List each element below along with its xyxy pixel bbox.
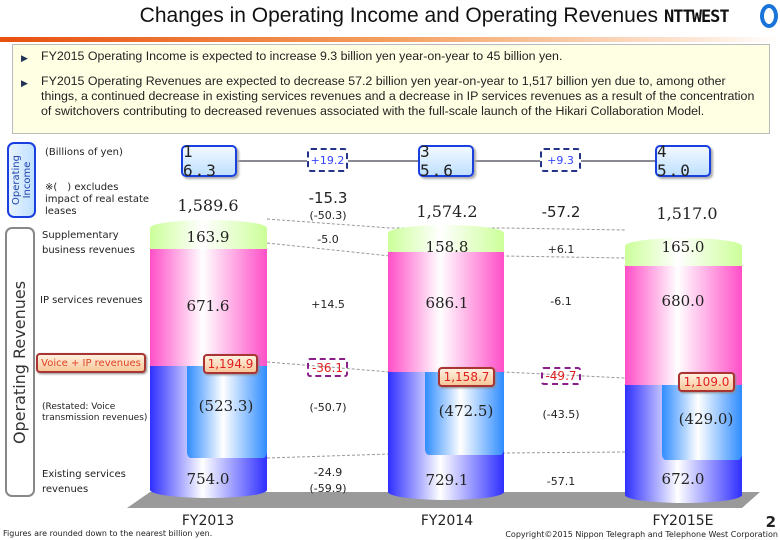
- x-tick-label: FY2013: [181, 513, 235, 529]
- change-total: -57.2: [541, 203, 581, 221]
- voice-label-value: (472.5): [438, 402, 494, 420]
- voice-ip-label: Voice + IP revenues: [36, 353, 146, 373]
- data-label: 165.0: [661, 238, 705, 256]
- operating-revenues-label: Operating Revenues: [5, 227, 35, 497]
- bullet-icon: ▶: [21, 78, 28, 88]
- title-divider: [0, 37, 780, 42]
- change-supplementary: +6.1: [547, 243, 575, 256]
- copyright: Copyright©2015 Nippon Telegraph and Tele…: [505, 530, 778, 539]
- data-label: 163.9: [186, 228, 230, 246]
- bar-supplementary: [625, 237, 742, 267]
- data-label: 158.8: [425, 238, 469, 256]
- data-label: 686.1: [425, 294, 469, 312]
- bar-voice: [662, 385, 742, 461]
- data-label: 680.0: [661, 292, 705, 310]
- change-total: -15.3: [308, 189, 348, 207]
- lease-note: ※( ) excludes impact of real estate leas…: [45, 182, 150, 217]
- change-existing: -57.1: [546, 475, 576, 488]
- change-existing-excl: (-59.9): [309, 482, 347, 495]
- chart-floor: [127, 492, 760, 508]
- page-number: 2: [765, 513, 776, 531]
- operating-income-label: Operating Income: [7, 142, 36, 218]
- page-title: Changes in Operating Income and Operatin…: [139, 4, 658, 27]
- voice-label-value: (429.0): [678, 410, 734, 428]
- voice-ip-value: 1,194.9: [203, 354, 258, 374]
- total-label: 1,589.6: [177, 196, 239, 215]
- voice-label: (Restated: Voice transmission revenues): [42, 402, 148, 423]
- data-label: 671.6: [186, 297, 230, 315]
- bullet-text: FY2015 Operating Revenues are expected t…: [41, 74, 755, 118]
- change-voice-ip: -49.7: [541, 367, 581, 385]
- bullet-icon: ▶: [21, 53, 28, 63]
- voice-ip-value: 1,158.7: [438, 367, 495, 387]
- change-voice: (-43.5): [542, 408, 580, 421]
- unit-label: (Billions of yen): [45, 147, 123, 158]
- change-ip: -6.1: [550, 295, 572, 308]
- data-label: 754.0: [186, 470, 230, 488]
- income-fy2014: 3 5.6: [418, 142, 474, 180]
- total-label: 1,517.0: [656, 204, 718, 223]
- summary-bullet: ▶ FY2015 Operating Income is expected to …: [21, 49, 761, 66]
- income-change-2: +9.3: [540, 148, 581, 172]
- total-label: 1,574.2: [416, 202, 478, 221]
- x-tick-label: FY2014: [420, 513, 474, 529]
- supplementary-label: Supplementary business revenues: [42, 230, 135, 256]
- bar-ip: [388, 252, 504, 373]
- ntt-west-logo: NTTWEST: [664, 7, 730, 27]
- bar-voice: [187, 366, 267, 458]
- change-total-excl: (-50.3): [309, 209, 347, 222]
- ip-label: IP services revenues: [40, 295, 143, 306]
- income-fy2013: 1 6.3: [181, 142, 237, 180]
- change-existing: -24.9: [313, 466, 343, 479]
- change-supplementary: -5.0: [317, 233, 339, 246]
- change-ip: +14.5: [311, 298, 345, 311]
- income-change-1: +19.2: [307, 148, 348, 172]
- data-label: 672.0: [661, 470, 705, 488]
- change-voice: (-50.7): [309, 401, 347, 414]
- footnote: Figures are rounded down to the nearest …: [3, 529, 213, 538]
- x-tick-label: FY2015E: [652, 513, 714, 529]
- bullet-text: FY2015 Operating Income is expected to i…: [41, 49, 563, 63]
- income-fy2015: 4 5.0: [655, 142, 711, 180]
- voice-ip-value: 1,109.0: [678, 372, 735, 392]
- summary-bullet: ▶ FY2015 Operating Revenues are expected …: [21, 74, 761, 119]
- voice-label-value: (523.3): [198, 397, 254, 415]
- existing-label: Existing services revenues: [42, 469, 126, 495]
- data-label: 729.1: [425, 471, 469, 489]
- summary-box: ▶ FY2015 Operating Income is expected to …: [12, 44, 770, 134]
- bar-supplementary: [150, 219, 267, 249]
- bar-supplementary: [388, 224, 504, 253]
- bar-ip: [150, 248, 267, 367]
- bar-ip: [625, 266, 742, 386]
- ntt-logo-icon: [760, 4, 778, 28]
- change-voice-ip: -36.1: [307, 358, 348, 377]
